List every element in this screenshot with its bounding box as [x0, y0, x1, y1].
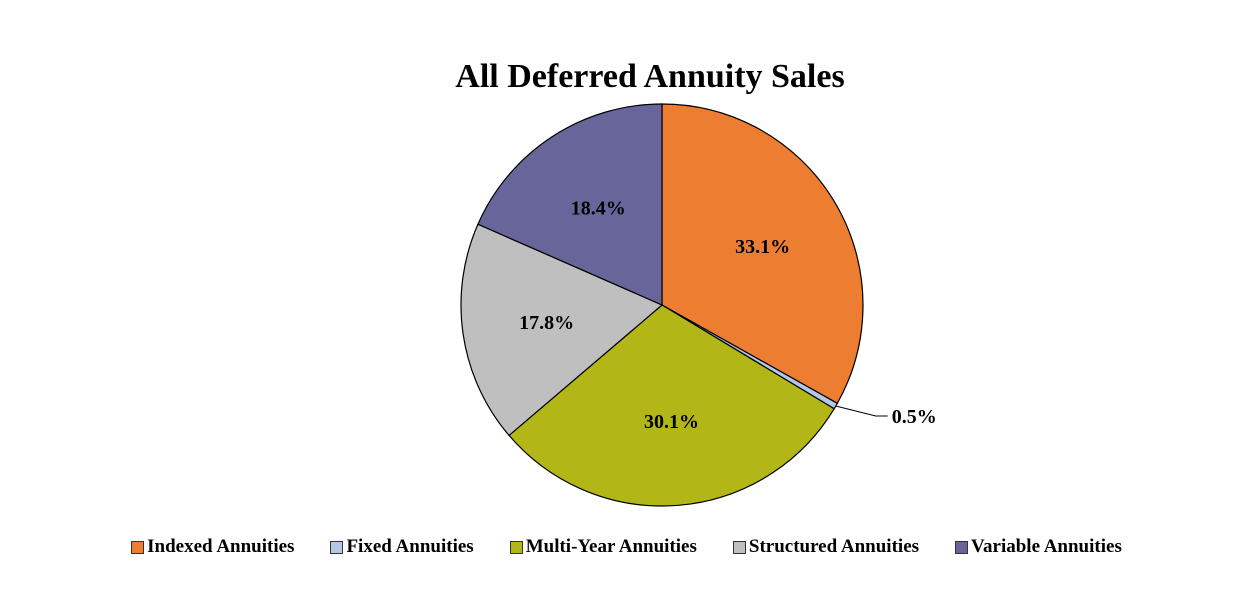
legend-swatch [330, 540, 344, 554]
data-label-fixed-annuities: 0.5% [892, 406, 937, 428]
legend-item-multi-year-annuities: Multi-Year Annuities [509, 536, 697, 558]
legend-item-fixed-annuities: Fixed Annuities [330, 536, 474, 558]
legend: Indexed Annuities Fixed Annuities Multi-Ye… [0, 536, 1253, 558]
legend-swatch [131, 540, 145, 554]
legend-item-variable-annuities: Variable Annuities [955, 536, 1122, 558]
pie-slice-variable-annuities [477, 103, 663, 306]
legend-label: Indexed Annuities [147, 536, 295, 557]
legend-swatch [955, 540, 969, 554]
pie-slice-multi-year-annuities [508, 304, 835, 507]
data-label-indexed-annuities: 33.1% [735, 236, 790, 258]
chart-title: All Deferred Annuity Sales [455, 58, 845, 95]
data-label-variable-annuities: 18.4% [571, 197, 626, 219]
legend-label: Variable Annuities [971, 536, 1122, 557]
legend-label: Multi-Year Annuities [525, 536, 697, 557]
legend-item-structured-annuities: Structured Annuities [732, 536, 920, 558]
pie-slice-indexed-annuities [661, 103, 864, 405]
legend-label: Fixed Annuities [346, 536, 474, 557]
legend-swatch [509, 540, 523, 554]
leader-line-fixed-annuities [835, 405, 888, 417]
data-label-structured-annuities: 17.8% [519, 312, 574, 334]
legend-item-indexed-annuities: Indexed Annuities [131, 536, 294, 558]
legend-swatch [732, 540, 746, 554]
pie-slice-structured-annuities [460, 223, 664, 437]
legend-label: Structured Annuities [748, 536, 920, 557]
data-label-multi-year-annuities: 30.1% [644, 411, 699, 433]
